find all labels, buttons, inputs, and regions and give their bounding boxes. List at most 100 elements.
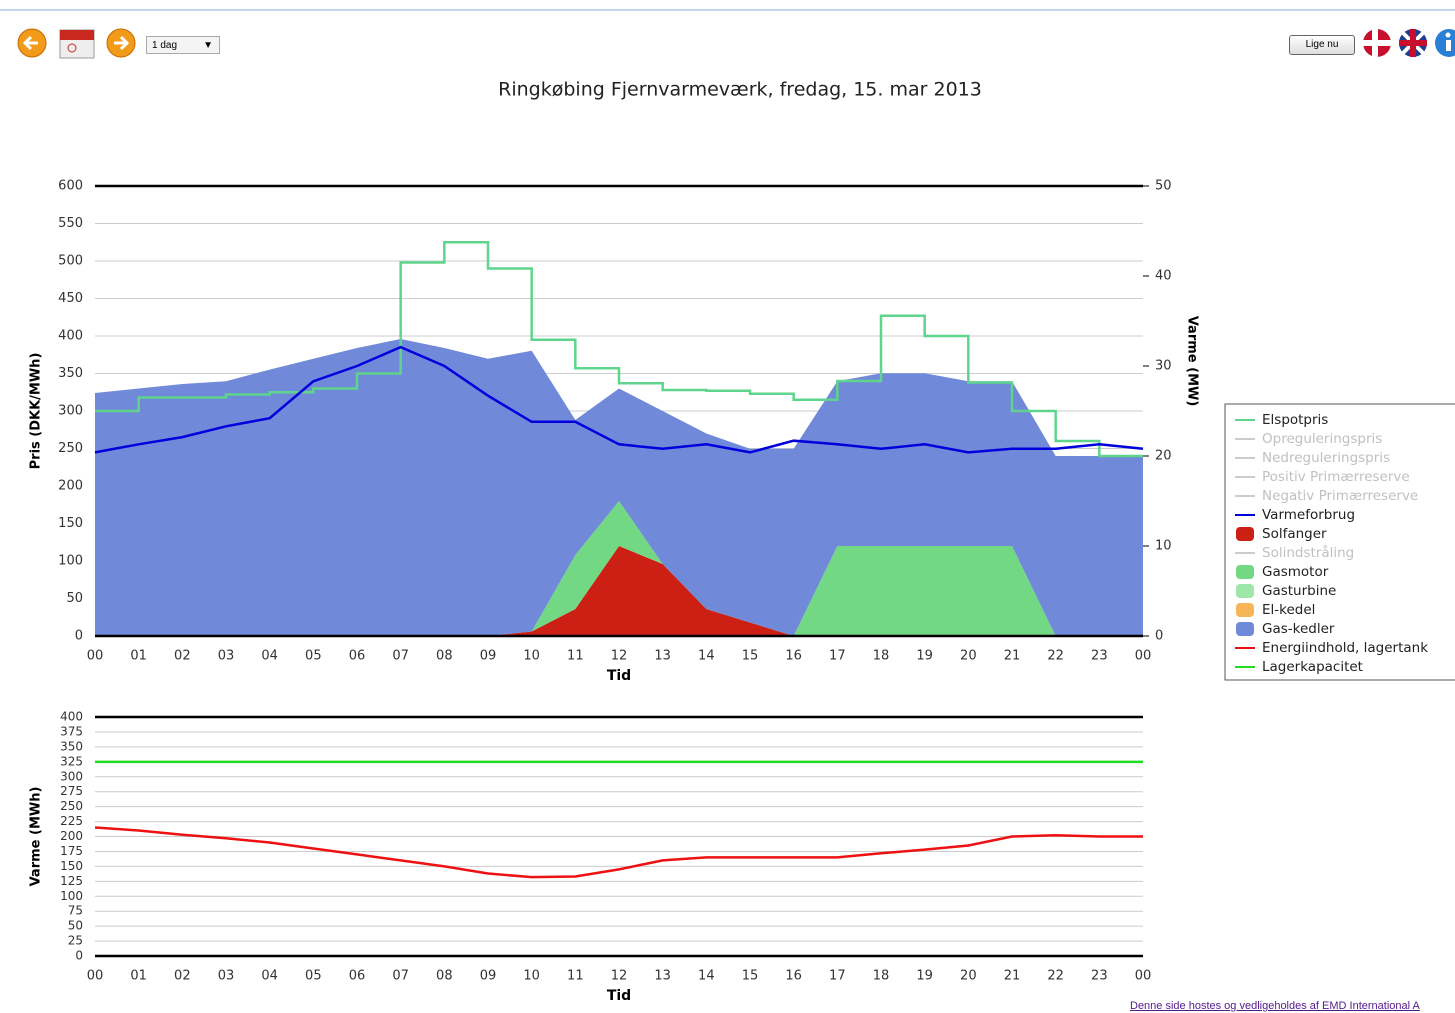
y-axis-label: Pris (DKK/MWh) [29, 353, 44, 470]
x-tick-label: 01 [130, 649, 147, 664]
dropdown-arrow: ▼ [203, 40, 213, 51]
x-tick-label: 15 [742, 969, 759, 984]
calendar-button[interactable] [59, 29, 95, 59]
y2-tick-label: 40 [1155, 269, 1172, 284]
x-axis-label: Tid [607, 668, 631, 684]
x-tick-label: 00 [87, 649, 104, 664]
x-tick-label: 12 [611, 969, 628, 984]
x-tick-label: 05 [305, 969, 322, 984]
legend-label: Nedreguleringspris [1262, 450, 1390, 466]
x-tick-label: 02 [174, 649, 191, 664]
x-tick-label: 09 [480, 969, 497, 984]
legend-label: Varmeforbrug [1262, 507, 1355, 523]
legend-label: Positiv Primærreserve [1262, 469, 1410, 485]
x-tick-label: 16 [785, 969, 802, 984]
legend-label: Negativ Primærreserve [1262, 488, 1418, 504]
x-tick-label: 07 [392, 969, 409, 984]
y-tick-label: 225 [60, 814, 83, 828]
x-tick-label: 17 [829, 969, 846, 984]
x-tick-label: 14 [698, 649, 715, 664]
overlay [94, 184, 1144, 638]
x-tick-label: 12 [611, 649, 628, 664]
x-tick-label: 00 [1135, 969, 1152, 984]
x-tick-label: 09 [480, 649, 497, 664]
now-button[interactable]: Lige nu [1289, 35, 1355, 55]
x-tick-label: 03 [218, 649, 235, 664]
x-tick-label: 11 [567, 649, 584, 664]
x-tick-label: 21 [1004, 969, 1021, 984]
line [94, 345, 1144, 454]
x-tick-label: 10 [523, 969, 540, 984]
plot [95, 731, 1143, 942]
legend-label: Solindstråling [1262, 544, 1354, 561]
range-select[interactable]: 1 dag ▼ [146, 36, 220, 54]
legend-label: Gasmotor [1262, 564, 1329, 580]
legend-label: Elspotpris [1262, 412, 1328, 428]
overlay [94, 715, 1143, 958]
x-tick-label: 22 [1047, 649, 1064, 664]
y-tick-label: 400 [60, 710, 83, 724]
y-tick-label: 550 [58, 216, 83, 231]
x-tick-label: 16 [785, 649, 802, 664]
footer-link[interactable]: Denne side hostes og vedligeholdes af EM… [1130, 1000, 1420, 1012]
x-tick-label: 06 [349, 649, 366, 664]
x-tick-label: 21 [1004, 649, 1021, 664]
info-button[interactable] [1435, 29, 1455, 57]
area [95, 501, 1143, 636]
english-flag[interactable] [1399, 29, 1427, 57]
legend-label: Opreguleringspris [1262, 431, 1382, 447]
x-tick-label: 20 [960, 969, 977, 984]
y2-tick-label: 50 [1155, 179, 1172, 194]
y-tick-label: 100 [58, 554, 83, 569]
y-tick-label: 175 [60, 844, 83, 858]
danish-flag[interactable] [1363, 29, 1391, 57]
y-tick-label: 500 [58, 254, 83, 269]
x-tick-label: 08 [436, 969, 453, 984]
y-tick-label: 350 [60, 739, 83, 753]
x-tick-label: 13 [654, 649, 671, 664]
prev-button[interactable] [17, 28, 47, 58]
x-tick-label: 04 [261, 969, 278, 984]
y-tick-label: 325 [60, 754, 83, 768]
legend-label: El-kedel [1262, 602, 1315, 618]
x-tick-label: 17 [829, 649, 846, 664]
x-tick-label: 13 [654, 969, 671, 984]
legend-label: Gas-kedler [1262, 621, 1335, 637]
next-button[interactable] [106, 28, 136, 58]
y-tick-label: 0 [75, 949, 83, 963]
range-text: 1 dag [152, 40, 178, 51]
x-tick-label: 19 [916, 649, 933, 664]
area [95, 546, 1143, 636]
legend-label: Solfanger [1262, 526, 1327, 542]
y2-tick-label: 20 [1155, 449, 1172, 464]
x-tick-label: 01 [130, 969, 147, 984]
legend-marker [1236, 603, 1254, 617]
x-tick-label: 06 [349, 969, 366, 984]
y-tick-label: 75 [68, 904, 83, 918]
area [95, 339, 1143, 636]
x-tick-label: 03 [218, 969, 235, 984]
x-tick-label: 00 [87, 969, 104, 984]
y-tick-label: 50 [68, 919, 83, 933]
x-tick-label: 18 [873, 649, 890, 664]
y-tick-label: 250 [58, 441, 83, 456]
y-tick-label: 0 [75, 629, 83, 644]
x-tick-label: 15 [742, 649, 759, 664]
x-tick-label: 20 [960, 649, 977, 664]
x-tick-label: 00 [1135, 649, 1152, 664]
x-tick-label: 08 [436, 649, 453, 664]
legend-label: Gasturbine [1262, 583, 1336, 599]
x-tick-label: 22 [1047, 969, 1064, 984]
y-tick-label: 150 [60, 859, 83, 873]
y-tick-label: 600 [58, 179, 83, 194]
x-tick-label: 23 [1091, 969, 1108, 984]
y2-axis-label: Varme (MW) [1185, 316, 1200, 407]
x-tick-label: 14 [698, 969, 715, 984]
x-axis-label: Tid [607, 988, 631, 1004]
x-tick-label: 05 [305, 649, 322, 664]
chart-title: Ringkøbing Fjernvarmeværk, fredag, 15. m… [498, 79, 982, 101]
legend-marker [1236, 565, 1254, 579]
legend-label: Lagerkapacitet [1262, 659, 1363, 675]
y-tick-label: 200 [58, 479, 83, 494]
